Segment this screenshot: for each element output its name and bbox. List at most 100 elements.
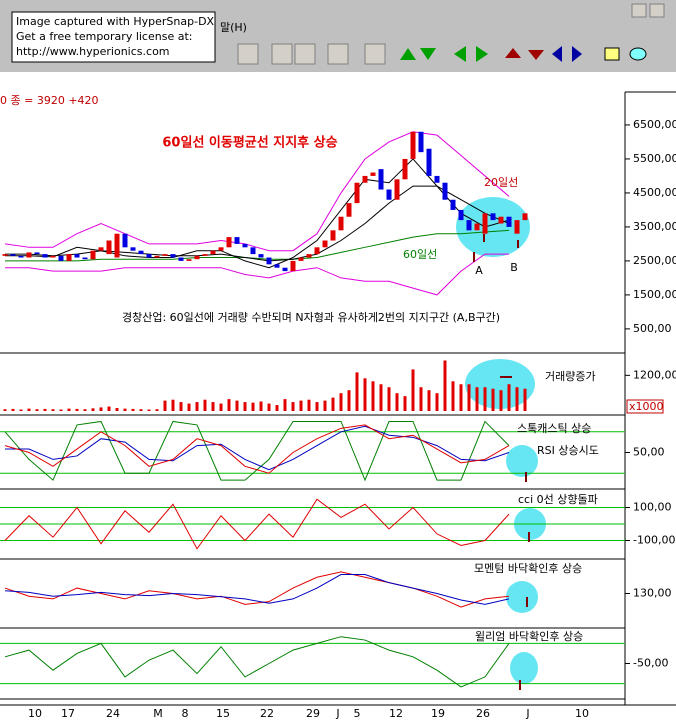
candle: [266, 257, 272, 265]
volume-bar: [323, 400, 327, 411]
candle: [450, 199, 456, 210]
volume-bar: [99, 407, 103, 411]
volume-bar: [235, 400, 239, 411]
volume-bar: [171, 399, 175, 411]
x-tick-label: 24: [106, 707, 120, 720]
up-button[interactable]: [400, 48, 416, 60]
x-tick-label: J: [335, 707, 339, 720]
volume-bar: [355, 372, 359, 411]
window-btn[interactable]: [631, 3, 647, 18]
volume-bar: [475, 387, 479, 411]
line: [4, 636, 510, 688]
annotation: 60일선 이동평균선 지지후 상승: [162, 135, 337, 151]
candle: [218, 247, 224, 251]
x-tick-label: 5: [354, 707, 361, 720]
red-down[interactable]: [528, 50, 544, 60]
candle: [490, 213, 496, 221]
x-tick-label: 29: [306, 707, 320, 720]
candle: [10, 254, 16, 256]
volume-bar: [499, 390, 503, 411]
volume-bar: [195, 402, 199, 411]
volume-bar: [291, 402, 295, 411]
rect-tool[interactable]: [604, 47, 620, 61]
candle: [474, 223, 480, 231]
volume-bar: [371, 381, 375, 411]
y-tick-label: 50,00: [633, 446, 665, 459]
volume-bar: [35, 409, 39, 411]
x-tick-label: 15: [216, 707, 230, 720]
ellipse-tool[interactable]: [629, 47, 647, 61]
y-tick-label: 1500,00: [633, 288, 676, 301]
annotation: A: [475, 264, 483, 277]
annotation: 윌리엄 바닥확인후 상승: [475, 630, 583, 643]
candle: [138, 250, 144, 255]
volume-bar: [107, 406, 111, 411]
highlight: [506, 581, 538, 613]
volume-bar: [515, 387, 519, 411]
candle: [394, 179, 400, 200]
y-tick-label: -50,00: [633, 657, 668, 670]
line: [4, 424, 510, 474]
volume-bar: [411, 369, 415, 411]
candle: [442, 182, 448, 200]
candle: [322, 240, 328, 248]
candle: [482, 213, 488, 234]
candle: [434, 175, 440, 183]
volume-bar: [467, 384, 471, 411]
volume-bar: [27, 408, 31, 411]
candle: [418, 131, 424, 153]
candle: [146, 254, 152, 258]
volume-bar: [147, 409, 151, 411]
candle: [346, 203, 352, 217]
annotation: RSI 상승시도: [537, 444, 599, 457]
x-tick-label: J: [525, 707, 529, 720]
candle: [354, 182, 360, 204]
left-button[interactable]: [454, 46, 466, 62]
volume-bar: [299, 400, 303, 411]
y-tick-label: 6500,00: [633, 118, 676, 131]
x-tick-label: 22: [260, 707, 274, 720]
red-up[interactable]: [505, 48, 521, 58]
candle: [242, 243, 248, 248]
capture-notice: [11, 11, 216, 63]
volume-bar: [459, 384, 463, 411]
down-button[interactable]: [420, 48, 436, 60]
candle: [130, 247, 136, 251]
line: [4, 571, 510, 608]
volume-bar: [451, 381, 455, 411]
volume-bar: [163, 400, 167, 411]
volume-bar: [83, 409, 87, 411]
line: [4, 574, 510, 605]
blue-left[interactable]: [552, 46, 562, 62]
candle: [378, 169, 384, 190]
y-tick-label: 130,00: [633, 587, 672, 600]
volume-bar: [187, 403, 191, 411]
volume-bar: [443, 360, 447, 411]
candle: [194, 255, 200, 260]
window-btn[interactable]: [649, 3, 665, 18]
x-tick-label: 8: [182, 707, 189, 720]
annotation: 60일선: [403, 247, 437, 261]
volume-bar: [347, 390, 351, 411]
volume-bar: [275, 405, 279, 411]
volume-bar: [43, 408, 47, 411]
volume-bar: [115, 408, 119, 411]
y-tick-label: 2500,00: [633, 254, 676, 267]
volume-bar: [179, 402, 183, 411]
right-button[interactable]: [476, 46, 488, 62]
menu-item[interactable]: 말(H): [220, 21, 247, 34]
volume-bar: [427, 390, 431, 411]
y-tick-label: 500,00: [633, 322, 672, 335]
candle: [210, 250, 216, 255]
y-tick-label: 5500,00: [633, 152, 676, 165]
volume-bar: [51, 409, 55, 411]
candle: [386, 189, 392, 200]
candle: [370, 172, 376, 176]
line: [5, 229, 510, 262]
volume-bar: [315, 402, 319, 411]
candle: [106, 240, 112, 255]
volume-bar: [11, 408, 15, 411]
blue-right[interactable]: [572, 46, 582, 62]
volume-bar: [19, 409, 23, 411]
unit: x1000: [629, 400, 664, 413]
